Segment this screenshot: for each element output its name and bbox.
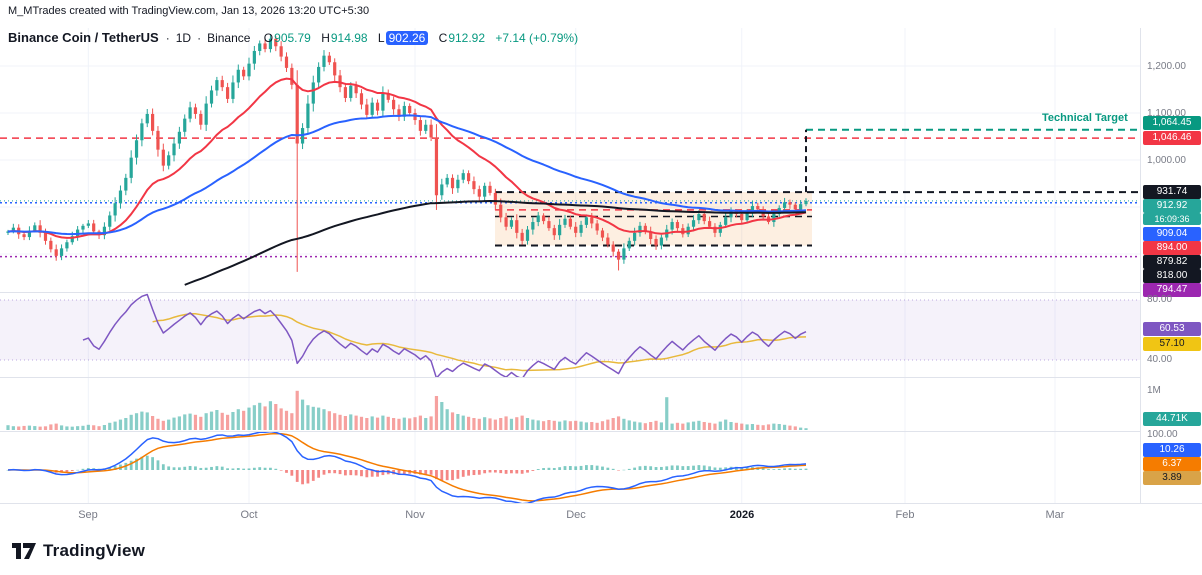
- volume-value-badge: 44.71K: [1143, 412, 1201, 426]
- time-axis-label: Oct: [240, 509, 258, 521]
- ohlc-open-value: 905.79: [274, 31, 311, 45]
- time-axis-label: Nov: [405, 509, 425, 521]
- mid-range-price-badge: 894.00: [1143, 241, 1201, 255]
- tradingview-logo-text: TradingView: [43, 541, 146, 560]
- ohlc-low-value: 902.26: [385, 31, 429, 45]
- oscillator-axis-label: 100.00: [1147, 429, 1178, 440]
- range-top-price-badge: 931.74: [1143, 185, 1201, 199]
- time-axis-label: Sep: [78, 509, 98, 521]
- resistance-price-badge: 1,046.46: [1143, 131, 1201, 145]
- ohlc-close-label: C: [438, 31, 448, 45]
- rsi-ma-value-badge: 57.10: [1143, 337, 1201, 351]
- macd-value-badge: 10.26: [1143, 443, 1201, 457]
- support-price-badge: 879.82: [1143, 255, 1201, 269]
- histogram-value-badge: 3.89: [1143, 471, 1201, 485]
- tradingview-logo-icon: [12, 542, 36, 559]
- symbol-title[interactable]: Binance Coin / TetherUS: [8, 30, 159, 45]
- rsi-value-badge: 60.53: [1143, 322, 1201, 336]
- price-tick-label: 1,100.00: [1147, 108, 1186, 119]
- ohlc-low-label: L: [377, 31, 385, 45]
- price-chart-canvas[interactable]: [0, 0, 1140, 503]
- interval-label[interactable]: 1D: [175, 31, 192, 45]
- volume-axis-label: 1M: [1147, 385, 1161, 396]
- blue-level-price-badge: 909.04: [1143, 227, 1201, 241]
- technical-target-label: Technical Target: [1042, 112, 1128, 124]
- price-tick-label: 1,000.00: [1147, 155, 1186, 166]
- time-axis-label: Mar: [1045, 509, 1065, 521]
- pane-separator[interactable]: [0, 431, 1202, 432]
- ohlc-high-value: 914.98: [330, 31, 368, 45]
- range-bottom-price-badge: 818.00: [1143, 269, 1201, 283]
- rsi-tick-label: 40.00: [1147, 354, 1173, 365]
- purple-support-price-badge: 794.47: [1143, 283, 1201, 297]
- signal-value-badge: 6.37: [1143, 457, 1201, 471]
- symbol-header[interactable]: Binance Coin / TetherUS · 1D · Binance O905.…: [8, 30, 578, 45]
- rsi-tick-label: 80.00: [1147, 294, 1173, 305]
- ohlc-high-label: H: [321, 31, 330, 45]
- price-change-value: +7.14 (+0.79%): [495, 31, 579, 45]
- time-axis-label: Dec: [566, 509, 586, 521]
- time-axis-label: Feb: [895, 509, 915, 521]
- separator-dot: ·: [165, 31, 170, 45]
- separator-dot: ·: [197, 31, 202, 45]
- ohlc-open-label: O: [263, 31, 274, 45]
- exchange-label: Binance: [207, 31, 251, 45]
- time-axis[interactable]: Sep Oct Nov Dec 2026 Feb Mar: [0, 503, 1202, 528]
- ohlc-close-value: 912.92: [448, 31, 486, 45]
- price-tick-label: 1,200.00: [1147, 61, 1186, 72]
- watermark-text: M_MTrades created with TradingView.com, …: [8, 5, 370, 17]
- time-axis-year-label: 2026: [729, 509, 755, 521]
- pane-separator[interactable]: [0, 292, 1202, 293]
- price-scale-axis[interactable]: 1,200.00 1,100.00 1,000.00 1,064.45 1,04…: [1140, 28, 1202, 527]
- pane-separator[interactable]: [0, 377, 1202, 378]
- tradingview-logo[interactable]: TradingView: [12, 541, 145, 561]
- target-price-badge: 1,064.45: [1143, 116, 1201, 130]
- countdown-badge: 16:09:36: [1143, 213, 1201, 225]
- current-price-badge: 912.92: [1143, 199, 1201, 213]
